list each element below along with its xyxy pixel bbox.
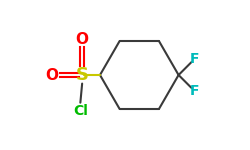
Text: O: O (76, 32, 89, 47)
Text: Cl: Cl (73, 104, 88, 118)
Text: F: F (190, 52, 200, 66)
Text: F: F (190, 84, 200, 98)
Text: O: O (45, 68, 58, 82)
Text: S: S (76, 66, 89, 84)
